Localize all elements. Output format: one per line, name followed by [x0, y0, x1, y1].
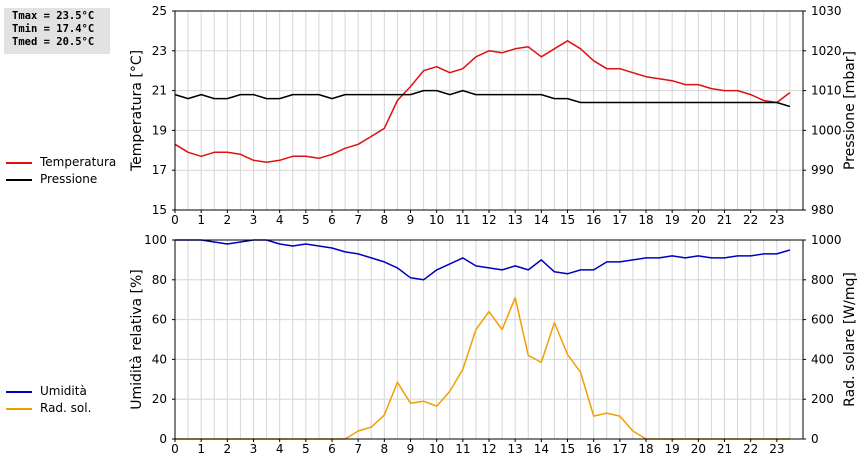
y2-tick-label: 200	[811, 392, 834, 406]
x-tick-label: 17	[612, 442, 627, 456]
x-tick-label: 15	[560, 442, 575, 456]
x-tick-label: 9	[407, 213, 415, 227]
x-tick-label: 12	[481, 442, 496, 456]
legend-top: Temperatura Pressione	[4, 154, 116, 188]
x-tick-label: 10	[429, 442, 444, 456]
x-tick-label: 13	[508, 213, 523, 227]
y2-axis-label: Pressione [mbar]	[842, 51, 858, 170]
x-tick-label: 22	[743, 213, 758, 227]
x-tick-label: 19	[665, 442, 680, 456]
x-tick-label: 13	[508, 442, 523, 456]
series-line-pressione	[174, 89, 791, 108]
series-line-temperatura	[174, 40, 791, 163]
x-tick-label: 6	[328, 442, 336, 456]
x-tick-label: 21	[717, 442, 732, 456]
legend-label-umidita: Umidità	[40, 384, 87, 398]
y2-tick-label: 800	[811, 273, 834, 287]
x-tick-label: 17	[612, 213, 627, 227]
x-tick-label: 5	[302, 442, 310, 456]
y2-tick-label: 1020	[811, 44, 842, 58]
y-tick-label: 60	[152, 313, 167, 327]
x-tick-label: 23	[769, 213, 784, 227]
x-tick-label: 18	[638, 442, 653, 456]
x-tick-label: 10	[429, 213, 444, 227]
x-tick-label: 0	[171, 442, 179, 456]
series-line-umidit-	[175, 239, 791, 281]
legend-swatch-temperatura	[6, 162, 32, 164]
x-tick-label: 11	[455, 213, 470, 227]
x-tick-label: 7	[354, 442, 362, 456]
x-tick-label: 8	[381, 442, 389, 456]
y-tick-label: 21	[152, 84, 167, 98]
y-tick-label: 15	[152, 203, 167, 217]
x-tick-label: 1	[197, 213, 205, 227]
legend-label-pressione: Pressione	[40, 172, 98, 186]
y-tick-label: 23	[152, 44, 167, 58]
legend-item-umidita: Umidità	[4, 383, 91, 400]
x-tick-label: 21	[717, 213, 732, 227]
y2-tick-label: 980	[811, 203, 834, 217]
x-tick-label: 3	[250, 213, 258, 227]
tmax-text: Tmax = 23.5°C	[12, 10, 95, 22]
x-tick-label: 20	[691, 442, 706, 456]
y2-tick-label: 600	[811, 313, 834, 327]
y2-tick-label: 1000	[811, 123, 842, 137]
x-tick-label: 2	[224, 213, 232, 227]
x-tick-label: 18	[638, 213, 653, 227]
y2-tick-label: 990	[811, 163, 834, 177]
x-tick-label: 5	[302, 213, 310, 227]
x-tick-label: 4	[276, 213, 284, 227]
x-tick-label: 4	[276, 442, 284, 456]
x-tick-label: 12	[481, 213, 496, 227]
legend-item-temperatura: Temperatura	[4, 154, 116, 171]
x-tick-label: 9	[407, 442, 415, 456]
x-tick-label: 11	[455, 442, 470, 456]
legend-label-radsol: Rad. sol.	[40, 401, 92, 415]
x-tick-label: 8	[381, 213, 389, 227]
x-tick-label: 16	[586, 442, 601, 456]
x-tick-label: 3	[250, 442, 258, 456]
legend-item-radsol: Rad. sol.	[4, 400, 91, 417]
y-tick-label: 40	[152, 352, 167, 366]
legend-swatch-pressione	[6, 179, 32, 181]
x-tick-label: 1	[197, 442, 205, 456]
x-tick-label: 14	[534, 442, 549, 456]
y-axis-label: Temperatura [°C]	[129, 50, 145, 172]
legend-swatch-radsol	[6, 408, 32, 410]
x-tick-label: 2	[224, 442, 232, 456]
legend-label-temperatura: Temperatura	[40, 155, 117, 169]
x-tick-label: 23	[769, 442, 784, 456]
x-tick-label: 16	[586, 213, 601, 227]
y2-tick-label: 400	[811, 352, 834, 366]
legend-bottom: Umidità Rad. sol.	[4, 383, 91, 417]
x-tick-label: 6	[328, 213, 336, 227]
y-tick-label: 0	[159, 432, 167, 446]
y2-tick-label: 1000	[811, 233, 842, 247]
y2-tick-label: 1030	[811, 4, 842, 18]
y-tick-label: 17	[152, 163, 167, 177]
legend-item-pressione: Pressione	[4, 171, 116, 188]
y2-tick-label: 0	[811, 432, 819, 446]
x-tick-label: 14	[534, 213, 549, 227]
stats-box: Tmax = 23.5°C Tmin = 17.4°C Tmed = 20.5°…	[4, 8, 110, 54]
y-axis-label: Umidità relativa [%]	[129, 269, 145, 410]
y-tick-label: 80	[152, 273, 167, 287]
y-tick-label: 100	[144, 233, 167, 247]
x-tick-label: 19	[665, 213, 680, 227]
legend-swatch-umidita	[6, 391, 32, 393]
tmed-text: Tmed = 20.5°C	[12, 36, 95, 48]
x-tick-label: 22	[743, 442, 758, 456]
y2-axis-label: Rad. solare [W/mq]	[842, 272, 858, 407]
y-tick-label: 19	[152, 123, 167, 137]
tmin-text: Tmin = 17.4°C	[12, 23, 95, 35]
x-tick-label: 0	[171, 213, 179, 227]
y-tick-label: 20	[152, 392, 167, 406]
y-tick-label: 25	[152, 4, 167, 18]
x-tick-label: 7	[354, 213, 362, 227]
x-tick-label: 15	[560, 213, 575, 227]
y2-tick-label: 1010	[811, 84, 842, 98]
x-tick-label: 20	[691, 213, 706, 227]
